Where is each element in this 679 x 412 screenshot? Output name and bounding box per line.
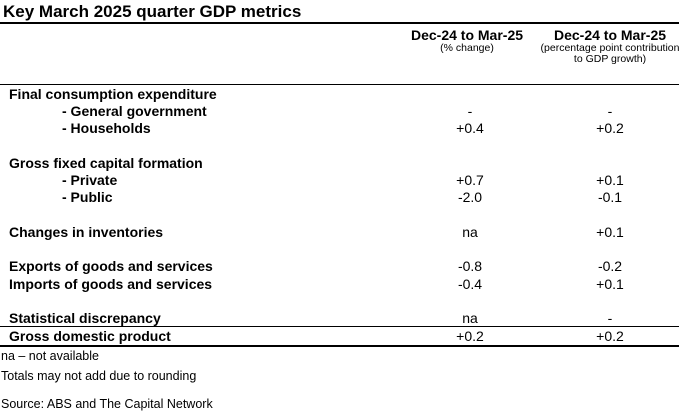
percent-change-value: na <box>462 224 478 240</box>
percent-change-value: -0.8 <box>457 258 483 274</box>
row-label: Final consumption expenditure <box>9 86 217 102</box>
percent-change-value: -0.4 <box>457 276 483 292</box>
contribution-value: +0.2 <box>596 120 624 136</box>
footnote-na: na – not available <box>1 349 99 363</box>
contribution-value: -0.2 <box>597 258 623 274</box>
table-row: - Households +0.4 +0.2 <box>0 120 679 137</box>
table-row: Final consumption expenditure <box>0 86 679 103</box>
percent-change-value: +0.7 <box>456 172 484 188</box>
contribution-value: +0.1 <box>596 276 624 292</box>
bottom-rule <box>0 345 679 347</box>
contribution-value: +0.2 <box>596 328 624 344</box>
top-rule <box>0 22 679 24</box>
row-label: - Private <box>62 172 118 188</box>
table-row: - General government - - <box>0 103 679 120</box>
table-row-total: Gross domestic product +0.2 +0.2 <box>0 328 679 345</box>
table-row: Exports of goods and services -0.8 -0.2 <box>0 258 679 275</box>
column-header-title: Dec-24 to Mar-25 <box>410 27 524 43</box>
column-header-title: Dec-24 to Mar-25 <box>553 27 667 43</box>
table-title: Key March 2025 quarter GDP metrics <box>3 2 302 21</box>
percent-change-value: -2.0 <box>457 189 483 205</box>
table-row: Statistical discrepancy na - <box>0 310 679 327</box>
row-label: Changes in inventories <box>9 224 164 240</box>
percent-change-value: na <box>462 310 478 326</box>
total-top-rule <box>0 326 679 327</box>
table-row: Imports of goods and services -0.4 +0.1 <box>0 276 679 293</box>
row-label: - General government <box>62 103 207 119</box>
contribution-value: - <box>607 310 613 326</box>
contribution-value: +0.1 <box>596 224 624 240</box>
contribution-value: +0.1 <box>596 172 624 188</box>
column-header-subtitle: (percentage point contribution to GDP gr… <box>540 42 679 65</box>
row-label: Gross fixed capital formation <box>9 155 203 171</box>
row-label: Exports of goods and services <box>9 258 213 274</box>
column-header-contribution: Dec-24 to Mar-25 (percentage point contr… <box>525 27 679 65</box>
table-row: - Private +0.7 +0.1 <box>0 172 679 189</box>
header-rule <box>0 84 679 85</box>
table-row: Gross fixed capital formation <box>0 155 679 172</box>
contribution-value: - <box>607 103 613 119</box>
column-header-percent-change: Dec-24 to Mar-25 (% change) <box>382 27 552 54</box>
percent-change-value: +0.4 <box>456 120 484 136</box>
table-row: Changes in inventories na +0.1 <box>0 224 679 241</box>
footnote-rounding: Totals may not add due to rounding <box>1 369 197 383</box>
column-header-subtitle: (% change) <box>440 42 494 54</box>
row-label: Gross domestic product <box>9 328 171 344</box>
contribution-value: -0.1 <box>597 189 623 205</box>
source-note: Source: ABS and The Capital Network <box>1 397 213 411</box>
row-label: - Public <box>62 189 113 205</box>
percent-change-value: +0.2 <box>456 328 484 344</box>
row-label: - Households <box>62 120 151 136</box>
row-label: Statistical discrepancy <box>9 310 161 326</box>
table-row: - Public -2.0 -0.1 <box>0 189 679 206</box>
row-label: Imports of goods and services <box>9 276 213 292</box>
percent-change-value: - <box>467 103 473 119</box>
